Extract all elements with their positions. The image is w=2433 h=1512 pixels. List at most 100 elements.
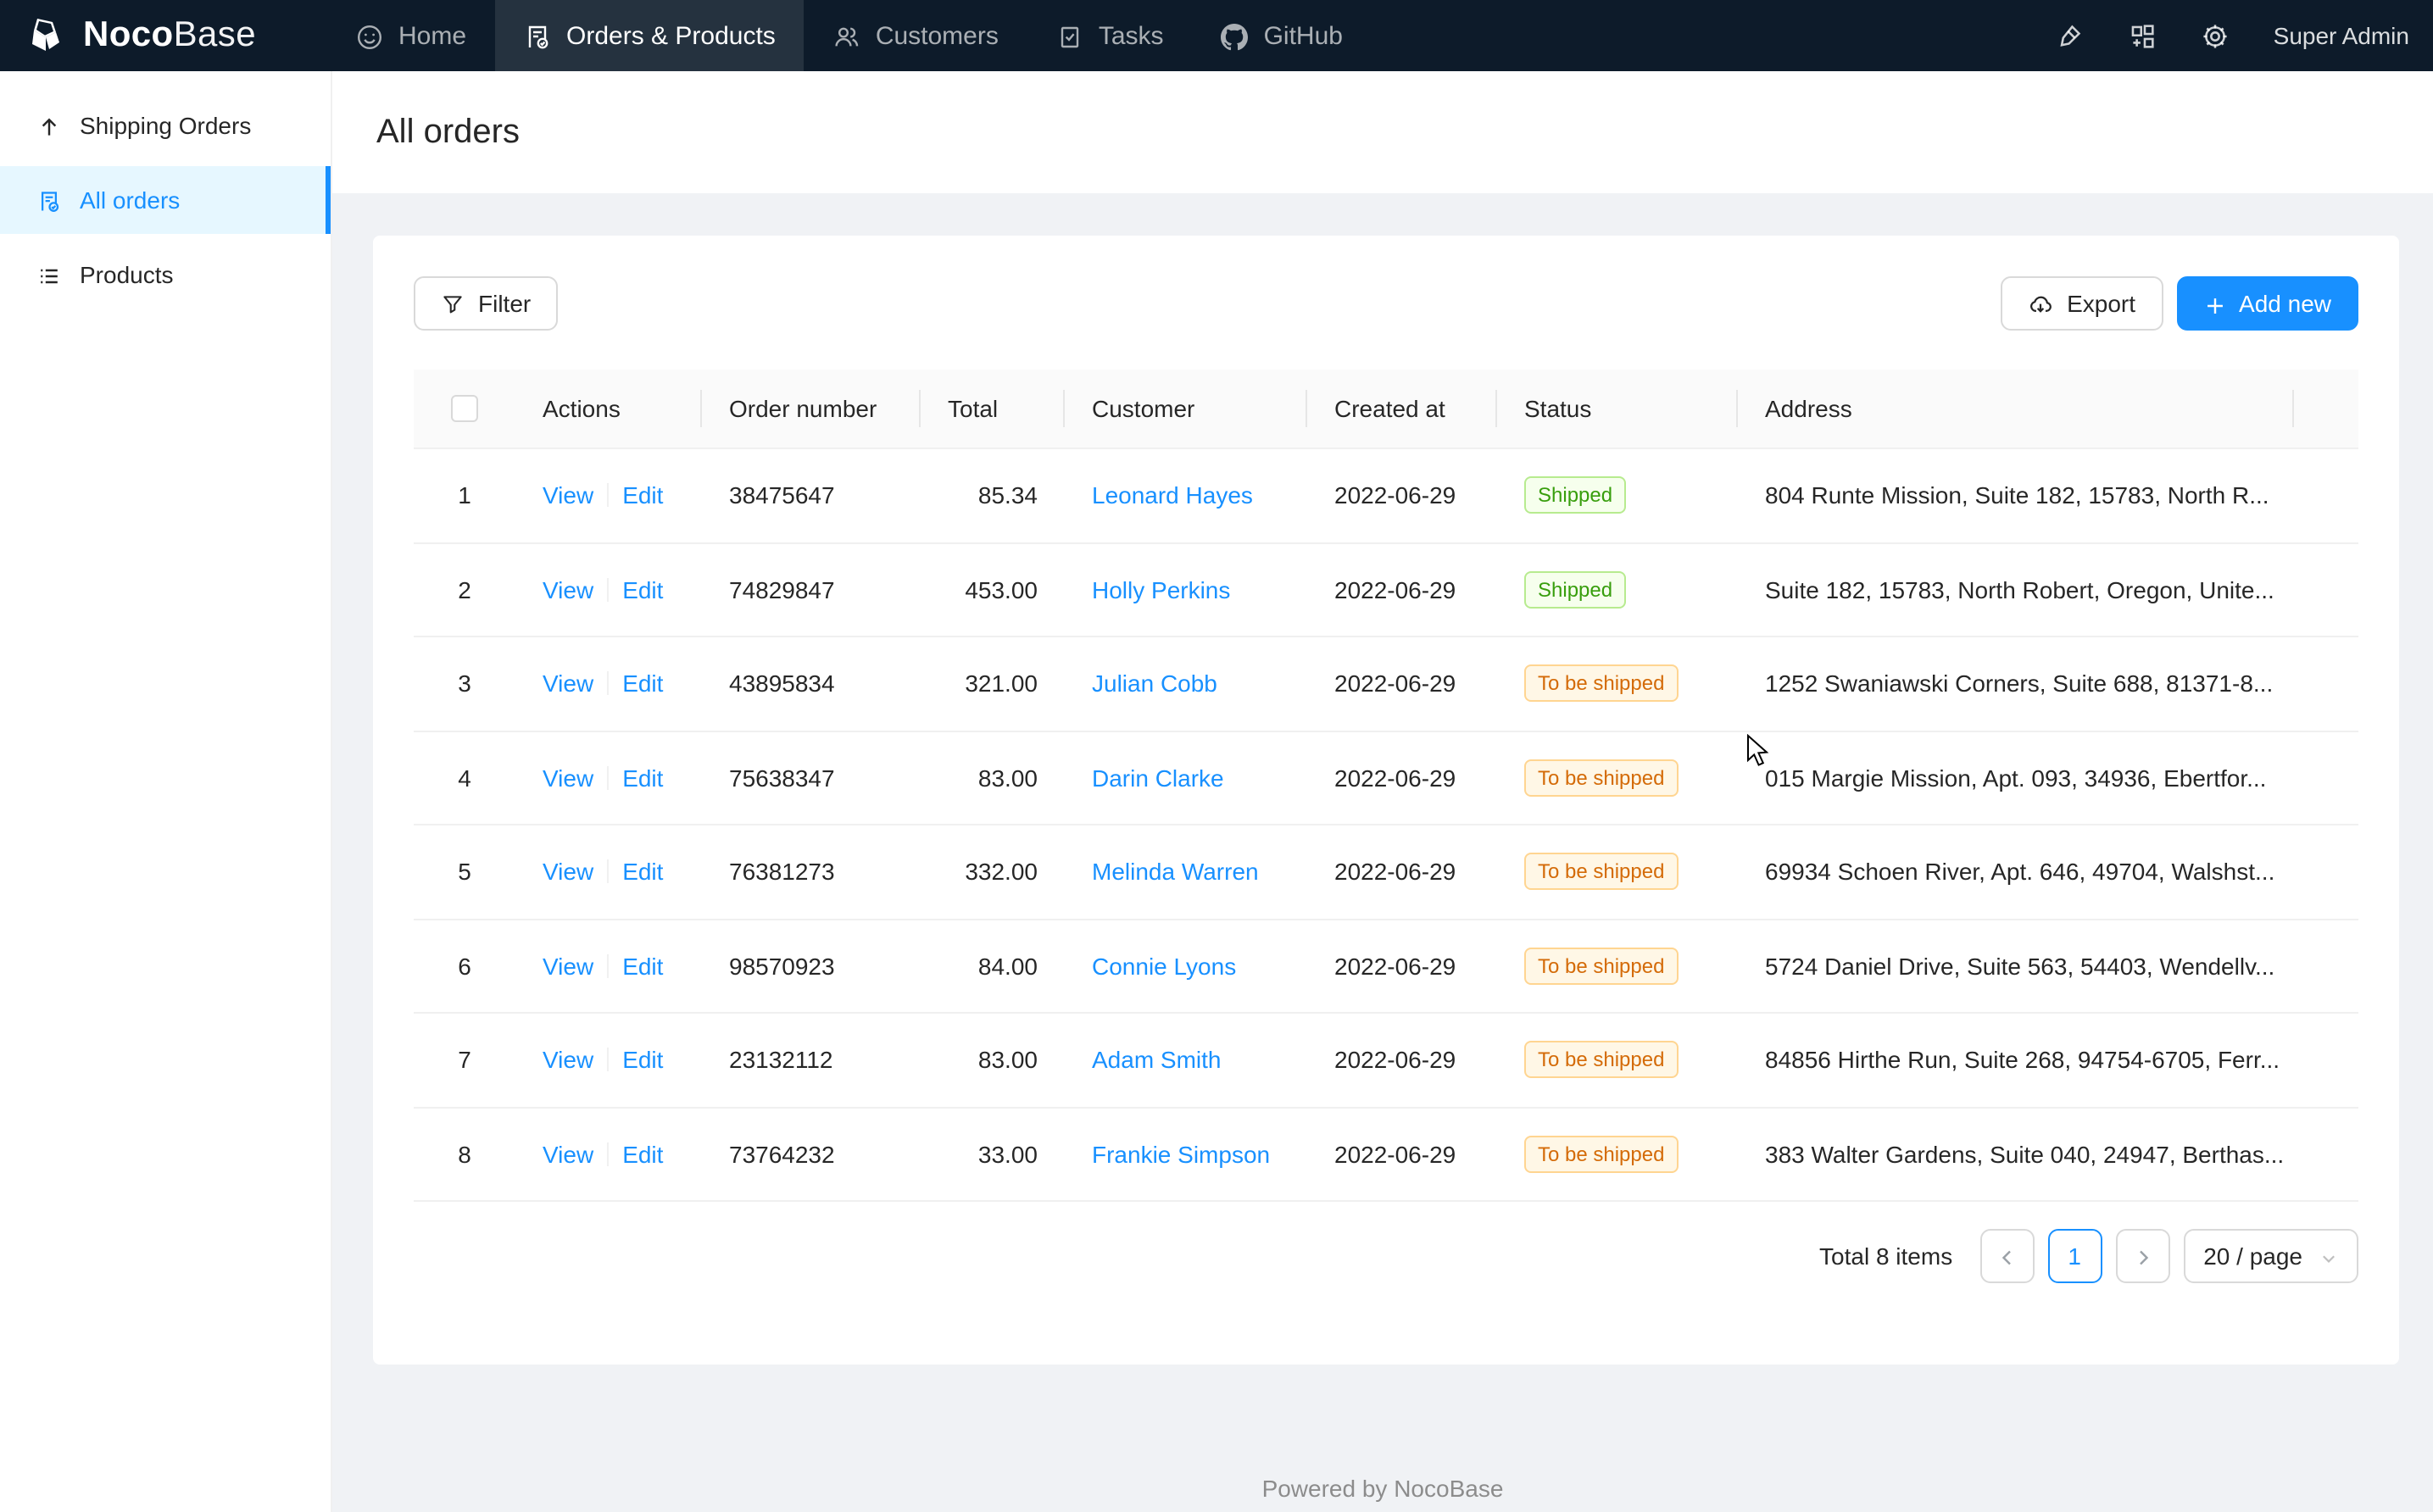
status-badge: To be shipped [1524, 759, 1678, 797]
status-badge: To be shipped [1524, 948, 1678, 985]
edit-link[interactable]: Edit [622, 482, 663, 509]
view-link[interactable]: View [543, 859, 593, 886]
view-link[interactable]: View [543, 670, 593, 698]
page-1-button[interactable]: 1 [2047, 1229, 2102, 1283]
nav-item-github[interactable]: GitHub [1193, 0, 1372, 71]
header-tail [2294, 370, 2358, 447]
header-order-number: Order number [702, 370, 921, 447]
edit-link[interactable]: Edit [622, 859, 663, 886]
customer-link[interactable]: Holly Perkins [1092, 576, 1230, 603]
gear-icon[interactable] [2201, 21, 2230, 50]
header-select-cell [414, 370, 515, 447]
order-number-cell: 43895834 [702, 670, 921, 698]
file-done-icon [37, 186, 61, 214]
table-row: 8 View Edit 73764232 33.00 Frankie Simps… [414, 1108, 2358, 1202]
view-link[interactable]: View [543, 1047, 593, 1074]
arrow-up-icon [37, 112, 61, 140]
status-badge: To be shipped [1524, 665, 1678, 703]
total-cell: 83.00 [921, 1047, 1065, 1074]
view-link[interactable]: View [543, 953, 593, 980]
navbar-actions: Super Admin [2055, 0, 2433, 71]
nav-item-orders-products[interactable]: Orders & Products [495, 0, 805, 71]
header-address: Address [1738, 370, 2294, 447]
nav-item-customers[interactable]: Customers [805, 0, 1027, 71]
orders-table: Actions Order number Total Customer Crea… [414, 370, 2358, 1202]
orders-card: Filter Export [373, 236, 2399, 1365]
table-header-row: Actions Order number Total Customer Crea… [414, 370, 2358, 449]
edit-link[interactable]: Edit [622, 1141, 663, 1168]
logo-text: NocoBase [83, 15, 256, 56]
sidebar-item-shipping-orders[interactable]: Shipping Orders [0, 92, 331, 159]
sidebar: Shipping Orders All orders [0, 71, 332, 1512]
smiley-icon [356, 21, 383, 50]
customer-link[interactable]: Melinda Warren [1092, 859, 1259, 886]
chevron-down-icon [2319, 1242, 2338, 1270]
sidebar-item-products[interactable]: Products [0, 241, 331, 309]
highlighter-icon[interactable] [2055, 21, 2084, 50]
nocobase-logo[interactable]: NocoBase [0, 0, 327, 71]
customer-link[interactable]: Leonard Hayes [1092, 482, 1253, 509]
customer-link[interactable]: Julian Cobb [1092, 670, 1217, 698]
order-number-cell: 38475647 [702, 482, 921, 509]
customer-link[interactable]: Frankie Simpson [1092, 1141, 1270, 1168]
header-customer: Customer [1065, 370, 1307, 447]
table-row: 5 View Edit 76381273 332.00 Melinda Warr… [414, 825, 2358, 920]
nav-item-tasks[interactable]: Tasks [1027, 0, 1193, 71]
edit-link[interactable]: Edit [622, 764, 663, 792]
sidebar-menu: Shipping Orders All orders [0, 71, 331, 309]
page-size-select[interactable]: 20 / page [2183, 1229, 2358, 1283]
address-cell: 5724 Daniel Drive, Suite 563, 54403, Wen… [1738, 953, 2294, 980]
view-link[interactable]: View [543, 1141, 593, 1168]
view-link[interactable]: View [543, 576, 593, 603]
nav-item-home[interactable]: Home [327, 0, 495, 71]
nav-item-label: Orders & Products [566, 21, 776, 50]
list-icon [37, 261, 61, 289]
nocobase-logo-icon [24, 14, 68, 58]
total-cell: 83.00 [921, 764, 1065, 792]
row-actions: View Edit [515, 764, 702, 792]
user-menu[interactable]: Super Admin [2274, 22, 2409, 49]
page-size-value: 20 / page [2203, 1242, 2302, 1270]
edit-link[interactable]: Edit [622, 953, 663, 980]
edit-link[interactable]: Edit [622, 576, 663, 603]
select-all-checkbox[interactable] [451, 395, 478, 422]
created-at-cell: 2022-06-29 [1307, 1047, 1497, 1074]
export-button[interactable]: Export [2001, 276, 2163, 331]
header-actions: Actions [515, 370, 702, 447]
tasks-icon [1056, 21, 1083, 50]
edit-link[interactable]: Edit [622, 1047, 663, 1074]
row-index: 8 [414, 1141, 515, 1168]
customer-link[interactable]: Adam Smith [1092, 1047, 1222, 1074]
row-index: 3 [414, 670, 515, 698]
content-area: Filter Export [332, 193, 2433, 1512]
page-header: All orders [332, 71, 2433, 193]
total-cell: 85.34 [921, 482, 1065, 509]
filter-button[interactable]: Filter [414, 276, 558, 331]
address-cell: 015 Margie Mission, Apt. 093, 34936, Ebe… [1738, 764, 2294, 792]
plus-icon [2203, 290, 2225, 317]
created-at-cell: 2022-06-29 [1307, 576, 1497, 603]
next-page-button[interactable] [2115, 1229, 2169, 1283]
view-link[interactable]: View [543, 764, 593, 792]
customer-link[interactable]: Connie Lyons [1092, 953, 1236, 980]
status-badge: To be shipped [1524, 1136, 1678, 1173]
actions-divider [607, 766, 609, 790]
table-row: 2 View Edit 74829847 453.00 Holly Perkin… [414, 543, 2358, 637]
sidebar-item-all-orders[interactable]: All orders [0, 166, 331, 234]
pagination-total: Total 8 items [1819, 1242, 1952, 1270]
prev-page-button[interactable] [1979, 1229, 2034, 1283]
edit-link[interactable]: Edit [622, 670, 663, 698]
row-actions: View Edit [515, 1141, 702, 1168]
status-badge: To be shipped [1524, 1042, 1678, 1079]
chevron-right-icon [2132, 1243, 2152, 1269]
add-new-button[interactable]: Add new [2176, 276, 2358, 331]
sidebar-item-label: All orders [80, 186, 180, 214]
order-number-cell: 75638347 [702, 764, 921, 792]
view-link[interactable]: View [543, 482, 593, 509]
customer-link[interactable]: Darin Clarke [1092, 764, 1224, 792]
actions-divider [607, 860, 609, 884]
page-title: All orders [332, 71, 2433, 193]
pagination: Total 8 items 1 20 / page [414, 1229, 2358, 1283]
blocks-add-icon[interactable] [2128, 21, 2157, 50]
header-created-at: Created at [1307, 370, 1497, 447]
